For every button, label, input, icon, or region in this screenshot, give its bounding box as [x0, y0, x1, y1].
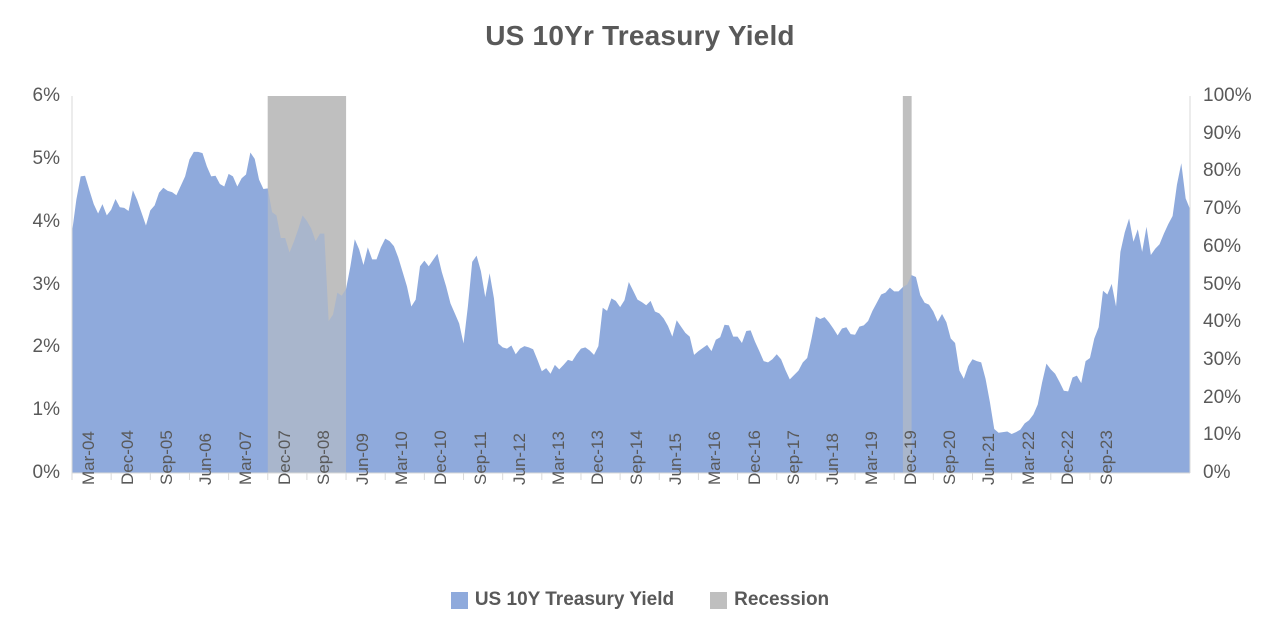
y-axis-right-tick-label: 80% — [1203, 160, 1242, 182]
legend-label-recession: Recession — [734, 589, 830, 610]
axis-lines-layer — [71, 96, 1191, 480]
x-axis-tick-label: Jun-21 — [979, 433, 999, 485]
x-axis-tick-label: Sep-11 — [470, 431, 490, 485]
y-axis-left-tick-label: 4% — [32, 210, 60, 232]
x-axis-tick-label: Sep-23 — [1096, 430, 1116, 485]
x-axis-tick-label: Sep-20 — [940, 430, 960, 485]
x-axis-tick-label: Jun-18 — [822, 433, 842, 485]
x-axis-tick-label: Dec-16 — [744, 430, 764, 485]
y-axis-right-tick-label: 50% — [1203, 273, 1242, 295]
x-axis-tick-label: Mar-19 — [862, 431, 882, 485]
legend-label-series: US 10Y Treasury Yield — [474, 589, 675, 610]
x-axis-tick-label: Dec-22 — [1057, 430, 1077, 485]
recession-swatch-icon — [710, 591, 728, 609]
x-axis-tick-label: Dec-13 — [587, 430, 607, 485]
y-axis-right-tick-label: 60% — [1203, 235, 1242, 257]
x-axis-tick-label: Jun-09 — [353, 433, 373, 485]
y-axis-right-tick-label: 70% — [1203, 198, 1242, 220]
x-axis-tick-label: Sep-08 — [313, 430, 333, 485]
x-axis-tick-label: Mar-07 — [235, 431, 255, 485]
y-axis-right-tick-label: 30% — [1203, 348, 1242, 370]
y-axis-left-tick-label: 6% — [32, 85, 60, 106]
x-axis-tick-label: Sep-05 — [157, 430, 177, 485]
y-axis-left-tick-label: 5% — [32, 147, 60, 169]
legend-item-recession[interactable]: Recession — [710, 589, 829, 611]
y-axis-left-tick-label: 0% — [32, 462, 60, 483]
x-axis-tick-label: Mar-16 — [705, 431, 725, 485]
x-axis-tick-label: Mar-22 — [1018, 431, 1038, 485]
x-axis-tick-label: Dec-19 — [901, 430, 921, 485]
recession-band-overlay — [902, 96, 912, 473]
recession-overlay-layer — [267, 96, 912, 473]
x-axis-tick-label: Mar-13 — [548, 431, 568, 485]
y-axis-right-tick-label: 10% — [1203, 424, 1242, 446]
y-axis-right-tick-label: 0% — [1203, 462, 1231, 483]
y-axis-right-tick-label: 100% — [1203, 85, 1252, 106]
x-axis-tick-label: Jun-12 — [509, 433, 529, 485]
y-axis-right-tick-label: 20% — [1203, 386, 1242, 408]
x-axis-tick-label: Jun-15 — [666, 433, 686, 485]
x-axis-tick-label: Dec-10 — [431, 430, 451, 485]
series-swatch-icon — [450, 591, 468, 609]
x-axis-tick-label: Mar-04 — [79, 431, 98, 485]
series-area-layer — [72, 151, 1190, 474]
x-axis-tick-label: Dec-07 — [274, 430, 294, 485]
chart-legend: US 10Y Treasury Yield Recession — [0, 589, 1280, 611]
x-axis-tick-label: Jun-06 — [196, 433, 216, 485]
y-axis-right-tick-label: 90% — [1203, 122, 1242, 144]
x-axis-tick-label: Dec-04 — [118, 430, 138, 485]
x-axis-tick-label: Sep-17 — [783, 430, 803, 485]
y-axis-right-tick-label: 40% — [1203, 311, 1242, 333]
y-axis-left-tick-label: 1% — [32, 399, 60, 421]
legend-item-series[interactable]: US 10Y Treasury Yield — [450, 589, 675, 611]
x-axis-tick-label: Sep-14 — [627, 430, 647, 485]
y-axis-left-tick-label: 3% — [32, 273, 60, 295]
series-area-us-10y-treasury-yield — [72, 151, 1190, 474]
chart-title: US 10Yr Treasury Yield — [485, 20, 795, 51]
x-axis-tick-label: Mar-10 — [392, 431, 412, 485]
recession-band-overlay — [267, 96, 347, 473]
y-axis-left-tick-label: 2% — [32, 336, 60, 358]
